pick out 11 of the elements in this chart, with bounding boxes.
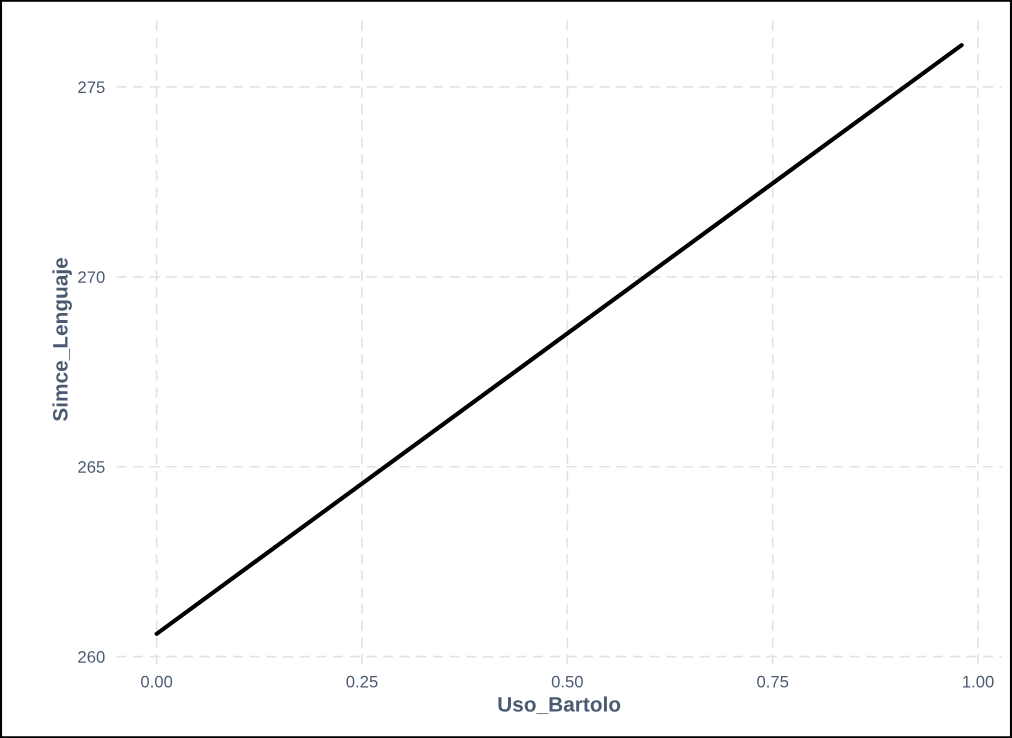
x-tick-label: 0.50 bbox=[551, 675, 583, 688]
x-axis-title: Uso_Bartolo bbox=[498, 696, 621, 715]
x-tick-label: 0.75 bbox=[757, 675, 789, 688]
y-tick-label: 265 bbox=[78, 461, 105, 473]
y-tick-label: 275 bbox=[78, 81, 105, 94]
x-tick-label: 0.25 bbox=[346, 675, 378, 688]
y-axis-title: Simce_Lenguaje bbox=[52, 257, 72, 422]
y-tick-label: 260 bbox=[78, 651, 105, 663]
y-tick-label: 270 bbox=[78, 271, 105, 284]
x-tick-label: 1.00 bbox=[963, 675, 994, 688]
x-tick-label: 0.00 bbox=[141, 675, 173, 688]
